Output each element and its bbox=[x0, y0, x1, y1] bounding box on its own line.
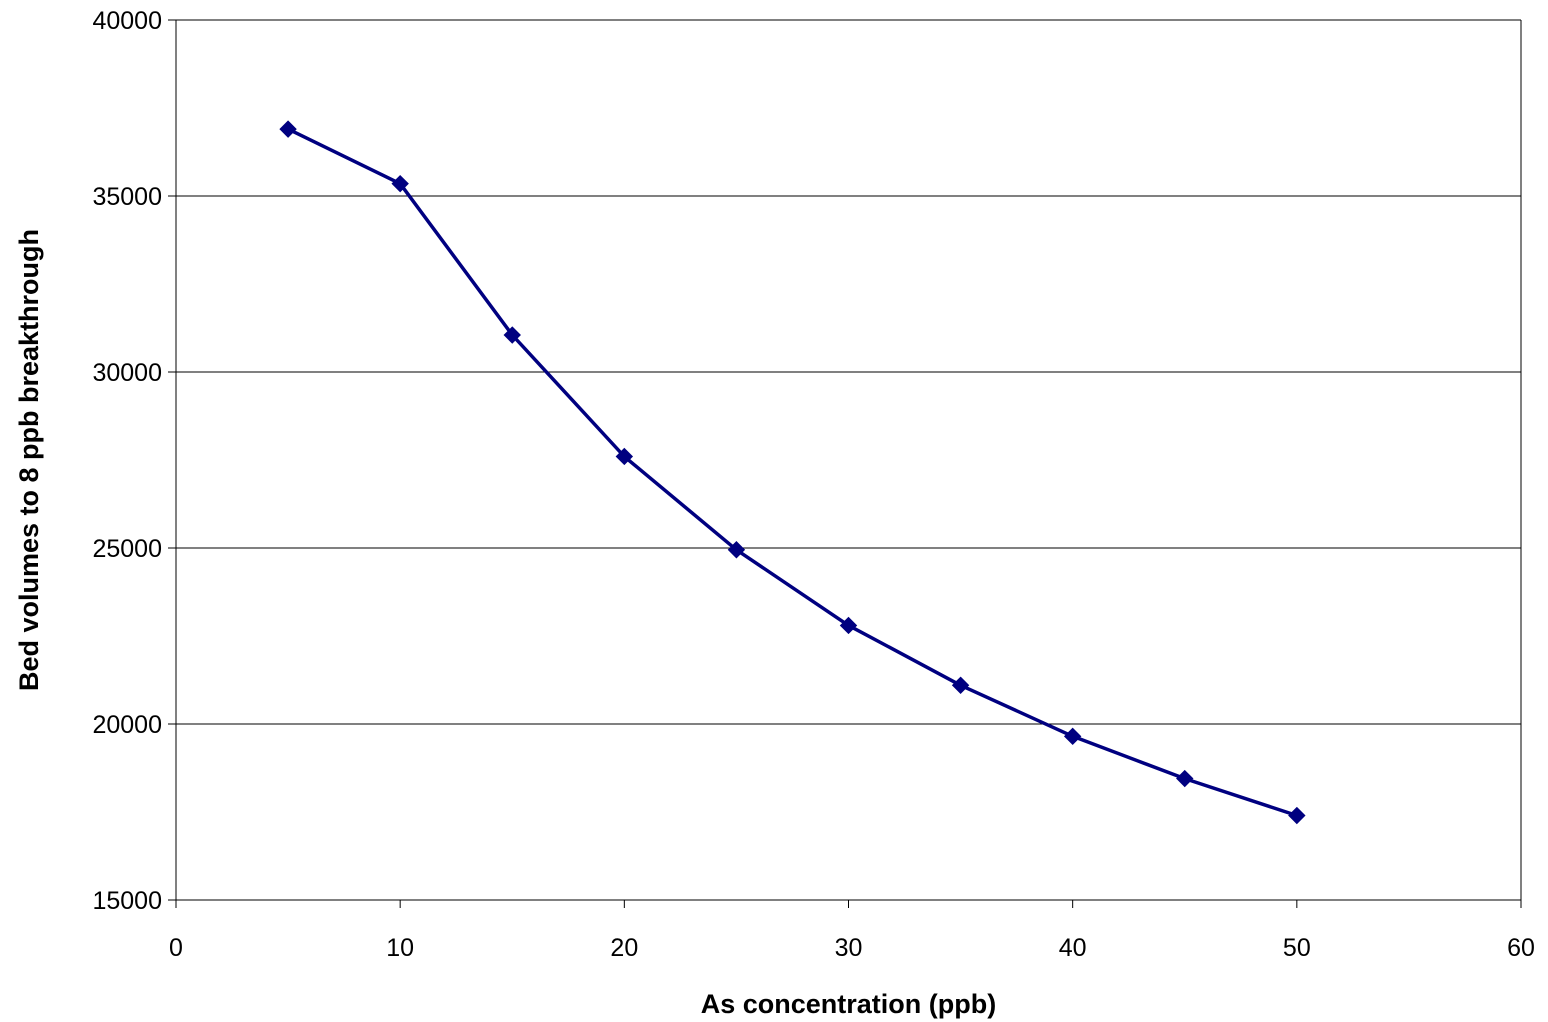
data-point bbox=[391, 174, 409, 193]
data-point bbox=[839, 616, 858, 635]
tick-labels: 15000 20000 25000 30000 35000 40000 0 10 20 30 40 5… bbox=[92, 7, 1534, 962]
data-point bbox=[1063, 727, 1082, 746]
data-point bbox=[615, 447, 634, 466]
x-tick-label: 30 bbox=[835, 934, 863, 962]
x-tick-label: 50 bbox=[1283, 934, 1311, 962]
y-tick-label: 25000 bbox=[92, 535, 162, 563]
y-tick-label: 35000 bbox=[92, 183, 162, 211]
data-point bbox=[1288, 806, 1306, 825]
series-line bbox=[287, 127, 1298, 818]
y-tick-label: 15000 bbox=[92, 887, 162, 915]
y-tick-label: 40000 bbox=[92, 7, 162, 35]
axes bbox=[168, 19, 1522, 908]
x-tick-label: 0 bbox=[169, 934, 183, 962]
data-point bbox=[279, 120, 297, 138]
x-tick-label: 10 bbox=[386, 934, 414, 962]
data-point bbox=[951, 676, 970, 694]
x-tick-label: 20 bbox=[610, 934, 638, 962]
data-point bbox=[503, 326, 521, 344]
data-point bbox=[1176, 769, 1194, 788]
x-tick-label: 40 bbox=[1059, 934, 1087, 962]
y-tick-label: 20000 bbox=[92, 711, 162, 739]
y-tick-label: 30000 bbox=[92, 359, 162, 387]
x-axis-title: As concentration (ppb) bbox=[701, 989, 997, 1019]
data-series bbox=[279, 120, 1306, 825]
data-point bbox=[727, 541, 746, 559]
y-axis-title: Bed volumes to 8 ppb breakthrough bbox=[14, 229, 44, 691]
x-tick-label: 60 bbox=[1507, 934, 1535, 962]
